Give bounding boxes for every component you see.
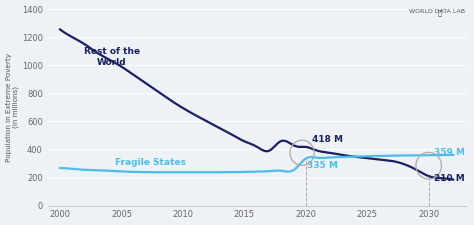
Text: 335 M: 335 M — [307, 161, 338, 170]
Text: 359 M: 359 M — [434, 148, 465, 157]
Text: 🚶: 🚶 — [438, 9, 442, 16]
Text: Fragile States: Fragile States — [115, 158, 186, 166]
Text: 210 M: 210 M — [434, 174, 465, 183]
Text: WORLD DATA LAB: WORLD DATA LAB — [409, 9, 465, 14]
Text: 418 M: 418 M — [312, 135, 343, 144]
Text: Rest of the
World: Rest of the World — [83, 47, 140, 67]
Y-axis label: Population in Extreme Poverty
(in millions): Population in Extreme Poverty (in millio… — [6, 53, 19, 162]
